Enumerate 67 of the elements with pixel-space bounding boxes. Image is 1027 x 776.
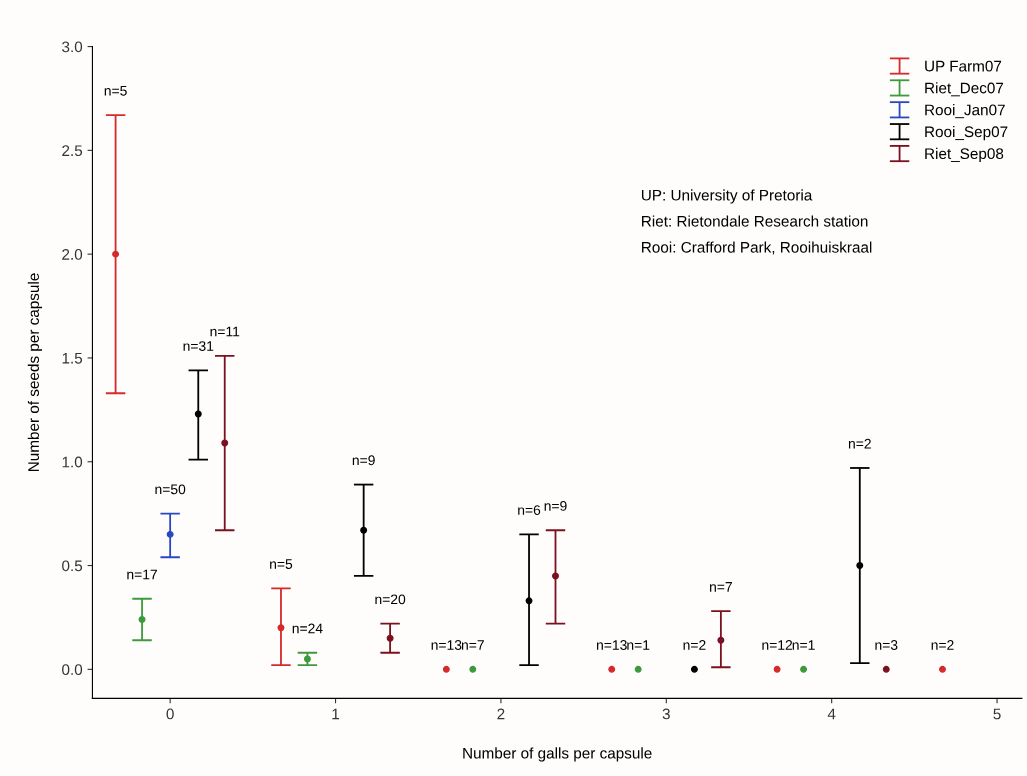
annotation: n=7 xyxy=(461,640,484,650)
x-tick-label: 4 xyxy=(827,708,836,720)
annotation: n=5 xyxy=(270,559,293,569)
point xyxy=(634,665,642,673)
y-tick-label: 2.5 xyxy=(62,145,83,157)
annotation: n=9 xyxy=(544,501,567,511)
annotation: n=3 xyxy=(875,640,898,650)
x-tick-label: 5 xyxy=(993,708,1001,720)
point xyxy=(442,665,450,673)
y-tick-label: 2.0 xyxy=(62,249,83,260)
point xyxy=(608,665,616,673)
point xyxy=(469,665,477,673)
x-tick-label: 0 xyxy=(166,708,174,720)
annotation: n=7 xyxy=(710,582,732,592)
y-tick-label: 1.5 xyxy=(62,352,83,364)
legend-label: Rooi_Sep07 xyxy=(925,125,1008,141)
annotation: n=5 xyxy=(104,85,127,96)
annotation: Riet: Rietondale Research station xyxy=(642,215,868,227)
point xyxy=(221,439,229,447)
annotation: n=13 xyxy=(597,640,627,650)
y-tick-label: 0.0 xyxy=(62,664,83,676)
annotation: n=1 xyxy=(627,640,650,650)
annotation: n=6 xyxy=(518,505,541,515)
y-tick-label: 1.0 xyxy=(62,456,83,468)
annotation: n=24 xyxy=(292,623,323,634)
annotation: n=2 xyxy=(931,640,954,650)
annotation: n=2 xyxy=(683,640,706,650)
point xyxy=(552,572,559,580)
point xyxy=(386,634,394,642)
x-tick-label: 1 xyxy=(332,708,340,720)
legend-label: Rooi_Jan07 xyxy=(925,104,1005,119)
legend-label: Riet_Dec07 xyxy=(925,82,1004,97)
point xyxy=(773,665,781,673)
y-axis-title: Number of seeds per capsule xyxy=(27,273,43,471)
point xyxy=(882,665,890,673)
point xyxy=(939,665,946,673)
annotation: n=13 xyxy=(431,640,462,650)
annotation: n=12 xyxy=(762,640,793,650)
annotation: n=20 xyxy=(375,594,406,605)
y-tick-label: 3.0 xyxy=(62,41,83,53)
point xyxy=(360,526,368,534)
annotation: n=31 xyxy=(183,341,214,351)
x-tick-label: 3 xyxy=(662,708,670,720)
annotation: UP: University of Pretoria xyxy=(641,189,813,204)
y-tick-label: 0.5 xyxy=(62,560,83,572)
legend-label: Riet_Sep08 xyxy=(925,147,1004,163)
point xyxy=(194,410,202,418)
point xyxy=(525,597,533,605)
point xyxy=(166,530,174,538)
x-tick-label: 2 xyxy=(497,708,505,720)
annotation: n=50 xyxy=(155,484,186,495)
annotation: n=17 xyxy=(127,569,157,580)
point xyxy=(856,562,864,570)
point xyxy=(112,250,120,258)
annotation: n=11 xyxy=(210,326,240,337)
point xyxy=(717,636,725,644)
point xyxy=(690,665,698,673)
x-axis-title: Number of galls per capsule xyxy=(463,747,652,762)
annotation: Rooi: Crafford Park, Rooihuiskraal xyxy=(642,241,872,255)
point xyxy=(303,655,311,663)
point xyxy=(800,665,808,673)
point xyxy=(277,624,285,632)
point xyxy=(138,616,146,623)
legend-label: UP Farm07 xyxy=(925,60,1002,72)
annotation: n=1 xyxy=(792,640,815,650)
annotation: n=2 xyxy=(848,438,871,449)
annotation: n=9 xyxy=(352,455,375,466)
